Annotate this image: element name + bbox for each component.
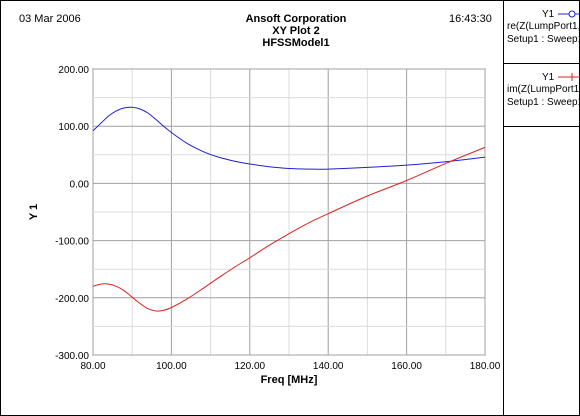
legend-expression: im(Z(LumpPort1,L: [507, 84, 580, 95]
y-tick-label: 100.00: [58, 122, 89, 133]
x-tick-label: 160.00: [391, 361, 422, 372]
y-tick-label: -100.00: [55, 237, 89, 248]
company-title: Ansoft Corporation: [245, 13, 347, 25]
legend-entry-im[interactable]: Y1 im(Z(LumpPort1,L Setup1 : Sweep1: [504, 64, 580, 127]
x-tick-labels: 80.00 100.00 120.00 140.00 160.00 180.00: [80, 361, 500, 372]
legend-line-plus-marker-icon: [558, 73, 580, 81]
legend-name: Y1: [542, 72, 555, 83]
title-block: Ansoft Corporation XY Plot 2 HFSSModel1: [191, 13, 401, 49]
grid-lines: [92, 68, 486, 356]
x-tick-label: 140.00: [313, 361, 344, 372]
x-tick-label: 120.00: [235, 361, 266, 372]
y-tick-label: 0.00: [70, 179, 90, 190]
x-tick-label: 100.00: [156, 361, 187, 372]
y-tick-labels: 200.00 100.00 0.00 -100.00 -200.00 -300.00: [55, 65, 89, 362]
x-axis-label: Freq [MHz]: [261, 374, 318, 386]
y-tick-label: 200.00: [58, 65, 89, 76]
series-line-im[interactable]: [92, 146, 486, 312]
y-tick-label: -300.00: [55, 351, 89, 362]
legend-expression: re(Z(LumpPort1,L: [507, 21, 580, 32]
xy-chart[interactable]: 80.00 100.00 120.00 140.00 160.00 180.00 200.…: [1, 1, 501, 415]
x-tick-label: 180.00: [470, 361, 501, 372]
x-tick-label: 80.00: [80, 361, 105, 372]
model-title: HFSSModel1: [262, 37, 330, 49]
series-lines: [92, 106, 486, 312]
legend-setup: Setup1 : Sweep1: [507, 34, 580, 45]
y-axis-label: Y 1: [28, 204, 40, 220]
legend-name: Y1: [542, 9, 555, 20]
plot-title: XY Plot 2: [272, 25, 320, 37]
legend-line-circle-marker-icon: [558, 10, 580, 18]
legend-entry-re[interactable]: Y1 re(Z(LumpPort1,L Setup1 : Sweep1: [504, 1, 580, 64]
date-label: 03 Mar 2006: [19, 13, 81, 25]
series-line-re[interactable]: [92, 106, 486, 170]
legend-panel: Y1 re(Z(LumpPort1,L Setup1 : Sweep1 Y1 i…: [503, 1, 580, 415]
y-tick-label: -200.00: [55, 294, 89, 305]
legend-setup: Setup1 : Sweep1: [507, 97, 580, 108]
time-label: 16:43:30: [449, 13, 492, 25]
